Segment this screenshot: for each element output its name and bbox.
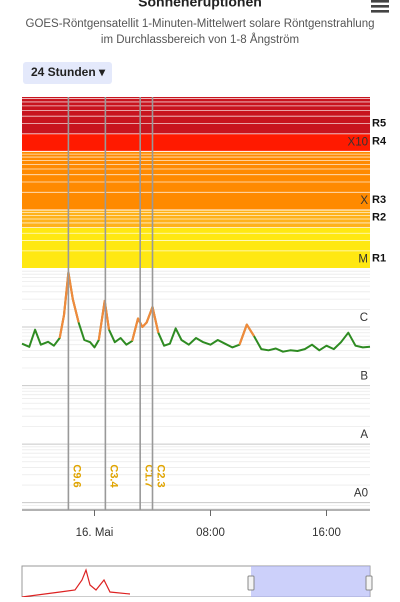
flare-label: C9.6 [70, 464, 82, 487]
band-label: R2 [372, 211, 386, 223]
y-tick-label: A [360, 429, 368, 441]
plot: R1 R2 R3 R4 R5 A0 A B C M X X10 16. Mai 08:00 16:00 C9.… [21, 97, 387, 539]
band-label: R5 [372, 118, 386, 130]
band-label: R1 [372, 252, 386, 264]
band [22, 97, 370, 134]
y-tick-label: C [360, 312, 368, 324]
y-tick-label: A0 [354, 488, 368, 500]
y-tick-label: B [360, 371, 368, 383]
flare-label: C3.4 [107, 464, 119, 488]
band-label: R4 [372, 135, 387, 147]
subtitle: GOES-Röntgensatellit 1-Minuten-Mittelwer… [26, 18, 375, 30]
band [22, 133, 370, 152]
y-tick-label: X10 [348, 136, 368, 148]
title: Sonneneruptionen [138, 0, 262, 10]
x-tick-label: 16:00 [312, 527, 341, 539]
subtitle: im Durchlassbereich von 1-8 Ångström [101, 33, 299, 46]
range-button-label[interactable]: 24 Stunden ▾ [31, 65, 106, 79]
menu-icon[interactable] [371, 0, 389, 13]
x-tick-label: 08:00 [196, 527, 225, 539]
flare-label: C1.7 [142, 464, 154, 487]
x-tick-label: 16. Mai [76, 527, 114, 539]
y-tick-label: X [360, 195, 368, 207]
range-button[interactable]: 24 Stunden ▾ [23, 62, 112, 84]
navigator[interactable] [21, 565, 373, 598]
band-label: R3 [372, 194, 386, 206]
band [22, 151, 370, 210]
flare-label: C2.3 [155, 464, 167, 487]
band [22, 227, 370, 269]
y-tick-label: M [358, 254, 368, 266]
series-line [58, 271, 255, 346]
